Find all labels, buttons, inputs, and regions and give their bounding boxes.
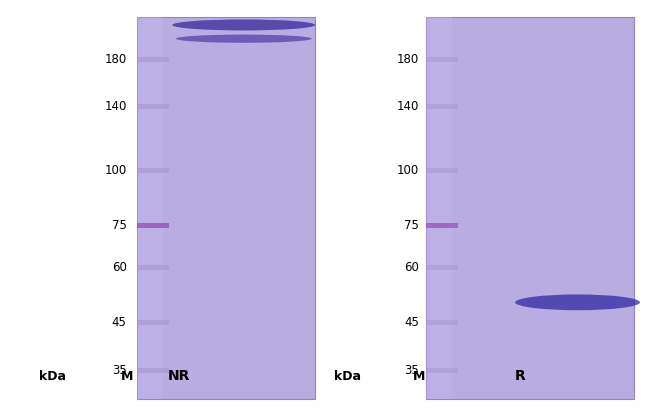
Text: 180: 180 [105, 52, 127, 66]
FancyBboxPatch shape [426, 57, 458, 62]
FancyBboxPatch shape [426, 168, 458, 173]
Text: kDa: kDa [38, 370, 66, 383]
FancyBboxPatch shape [426, 368, 458, 373]
FancyBboxPatch shape [136, 223, 169, 228]
Text: 75: 75 [112, 219, 127, 232]
Text: 45: 45 [404, 316, 419, 329]
Text: M: M [120, 370, 133, 383]
FancyBboxPatch shape [136, 104, 169, 109]
FancyBboxPatch shape [136, 368, 169, 373]
Text: 75: 75 [404, 219, 419, 232]
FancyBboxPatch shape [136, 265, 169, 270]
FancyBboxPatch shape [426, 17, 634, 399]
Text: R: R [515, 369, 525, 383]
Text: 60: 60 [112, 261, 127, 274]
Text: 35: 35 [112, 364, 127, 376]
Text: 45: 45 [112, 316, 127, 329]
Ellipse shape [515, 295, 640, 310]
FancyBboxPatch shape [136, 320, 169, 325]
Text: 60: 60 [404, 261, 419, 274]
Text: kDa: kDa [334, 370, 361, 383]
Text: M: M [413, 370, 426, 383]
FancyBboxPatch shape [426, 265, 458, 270]
Text: 100: 100 [397, 164, 419, 177]
Text: 140: 140 [105, 100, 127, 113]
FancyBboxPatch shape [136, 57, 169, 62]
Text: 180: 180 [397, 52, 419, 66]
Text: 35: 35 [404, 364, 419, 376]
Text: 100: 100 [105, 164, 127, 177]
Ellipse shape [176, 35, 312, 43]
FancyBboxPatch shape [136, 17, 162, 399]
FancyBboxPatch shape [136, 17, 315, 399]
FancyBboxPatch shape [426, 320, 458, 325]
FancyBboxPatch shape [136, 168, 169, 173]
Ellipse shape [172, 20, 315, 30]
FancyBboxPatch shape [426, 223, 458, 228]
FancyBboxPatch shape [426, 17, 452, 399]
Text: NR: NR [168, 369, 190, 383]
Text: 140: 140 [397, 100, 419, 113]
FancyBboxPatch shape [426, 104, 458, 109]
